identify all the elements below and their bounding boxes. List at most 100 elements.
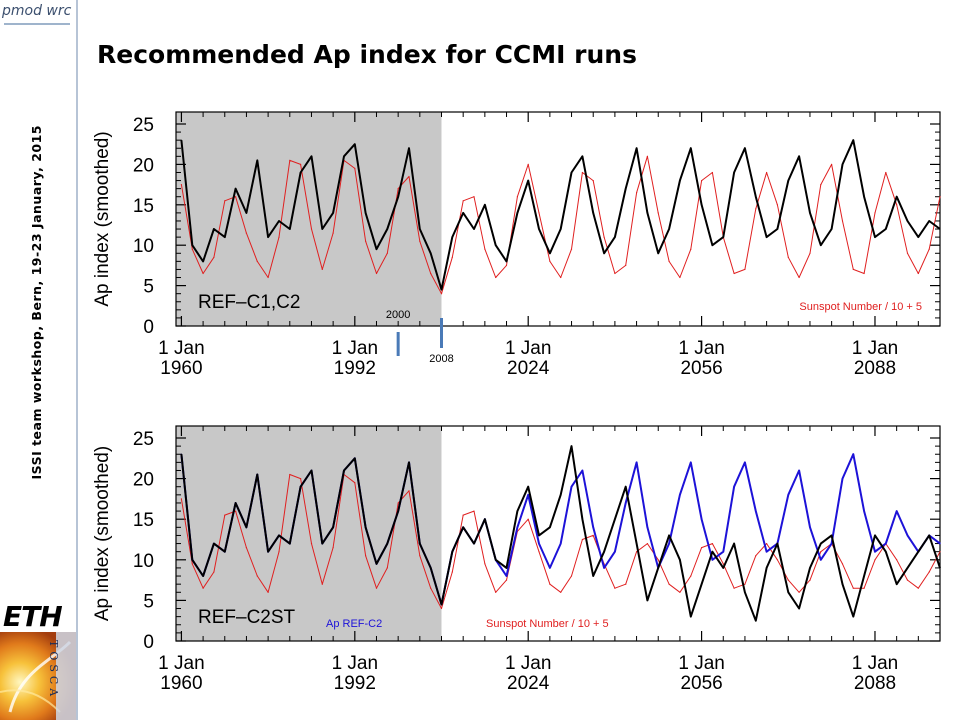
data-point [863,196,865,198]
x-tick-label-line1: 1 Jan [332,338,378,359]
data-point [755,555,757,557]
data-point [224,514,226,516]
data-point [820,543,822,545]
data-point [885,551,887,553]
data-point [733,587,735,589]
data-point [245,526,247,528]
data-point [484,563,486,565]
data-point [614,272,616,275]
data-point [896,583,898,585]
data-point [798,469,800,472]
data-point [386,228,388,230]
data-point [744,591,746,593]
data-point [896,559,898,561]
data-point [430,567,432,569]
pmod-wrc-logo-text: pmod wrc [2,3,72,19]
data-point [321,228,323,230]
x-tick-label-line2: 2024 [507,673,550,694]
data-point [874,212,876,214]
data-point [267,551,269,553]
data-point [581,155,583,157]
data-point [300,163,302,165]
y-tick-label: 0 [143,632,154,653]
data-point [430,272,432,275]
data-point [744,147,746,149]
x-tick-label-line1: 1 Jan [505,338,551,359]
data-point [776,204,779,206]
data-point [256,260,258,262]
data-point [636,147,638,149]
data-point [831,543,833,545]
data-point [874,534,876,536]
data-point [495,559,497,561]
data-point [690,575,692,577]
data-point [809,567,811,569]
data-point [213,228,215,230]
tosca-sun-icon [0,632,76,720]
data-point [722,567,724,569]
data-point [495,276,497,279]
data-point [213,543,215,545]
data-point [581,469,583,472]
data-point [852,453,854,455]
data-point [180,139,182,141]
year-marker-label: 2000 [386,309,410,321]
data-point [906,220,909,222]
data-point [939,196,941,198]
data-point [365,212,367,214]
data-point [852,616,854,618]
data-point [549,567,551,569]
data-point [733,486,735,488]
x-tick-label-line1: 1 Jan [678,338,724,359]
data-point [451,236,453,238]
data-point [917,551,919,553]
data-point [722,563,724,565]
data-point [430,252,432,254]
data-point [711,559,714,561]
data-point [343,469,345,472]
data-point [473,543,475,545]
data-point [711,244,714,246]
data-point [711,551,714,553]
pmod-wrc-logo: pmod wrc [0,0,74,28]
data-point [386,543,388,545]
data-point [419,240,421,242]
x-tick-label-line2: 1992 [334,673,376,694]
data-point [625,486,627,488]
data-point [235,502,237,504]
data-point [440,289,443,291]
data-point [733,272,735,275]
y-tick-label: 25 [133,429,154,450]
x-tick-label-line2: 1992 [334,358,376,379]
data-point [440,603,443,606]
data-point [180,498,182,500]
sidebar-divider [76,0,78,720]
data-point [278,236,280,238]
data-point [581,538,583,541]
panel-label: REF–C2ST [198,607,296,628]
data-point [614,518,616,520]
x-tick-label-line2: 2056 [680,673,722,694]
data-point [755,620,757,622]
data-point [408,175,410,178]
x-tick-label-line2: 1960 [160,358,202,379]
data-point [657,212,659,214]
data-point [690,248,692,250]
data-point [213,571,215,573]
data-point [505,567,508,569]
data-point [484,248,486,250]
data-point [592,575,594,577]
y-tick-label: 15 [133,510,154,531]
data-point [776,559,779,561]
data-point [614,236,616,238]
x-tick-label-line1: 1 Jan [678,653,724,674]
data-point [462,514,464,516]
data-point [560,276,562,279]
y-tick-label: 20 [133,470,154,491]
data-point [896,204,898,206]
y-tick-label: 0 [143,317,154,338]
data-point [516,196,518,198]
y-axis-label: Ap index (smoothed) [92,131,113,306]
data-point [657,559,659,561]
x-tick-label-line2: 2088 [854,673,896,694]
